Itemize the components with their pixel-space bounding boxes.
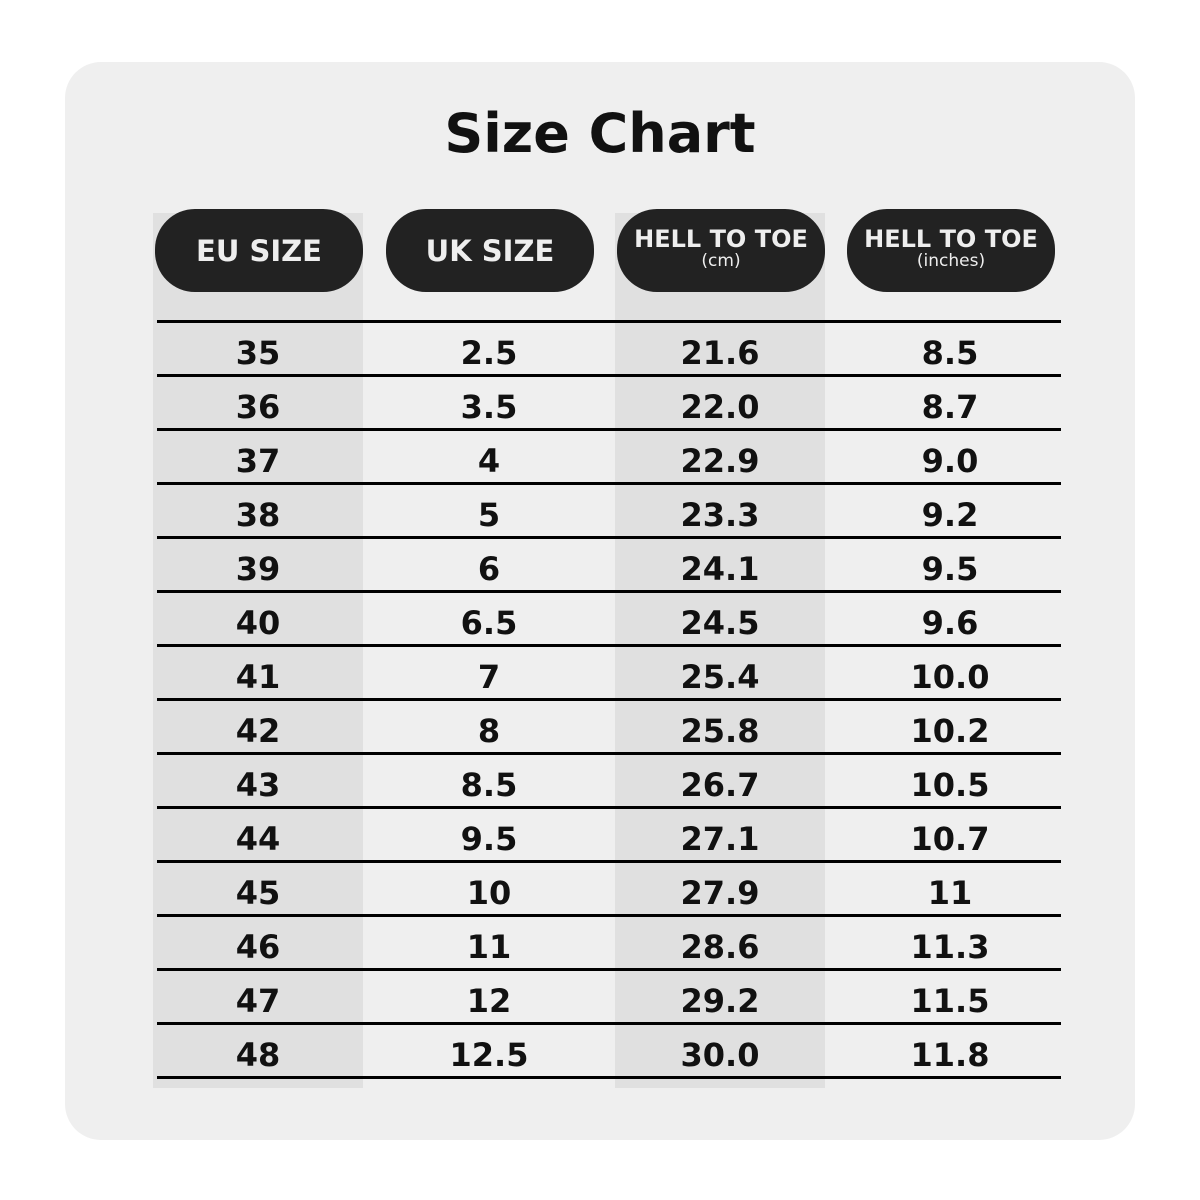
table-cell: 8: [477, 712, 501, 750]
page-title: Size Chart: [444, 102, 756, 165]
column-header-unit: (inches): [916, 250, 986, 271]
table-cell: 11: [466, 928, 512, 966]
table-cell: 3.5: [460, 388, 518, 426]
table-cell: 10: [466, 874, 512, 912]
table-cell: 48: [235, 1036, 281, 1074]
table-cell: 4: [477, 442, 501, 480]
table-cell: 10.7: [910, 820, 990, 858]
table-cell: 6: [477, 550, 501, 588]
row-divider: [157, 752, 1061, 755]
table-cell: 44: [235, 820, 281, 858]
table-cell: 10.5: [910, 766, 990, 804]
row-divider: [157, 806, 1061, 809]
table-cell: 28.6: [680, 928, 760, 966]
table-cell: 38: [235, 496, 281, 534]
table-cell: 24.1: [680, 550, 760, 588]
table-cell: 36: [235, 388, 281, 426]
table-cell: 2.5: [460, 334, 518, 372]
table-cell: 8.5: [460, 766, 518, 804]
row-divider: [157, 968, 1061, 971]
table-cell: 29.2: [680, 982, 760, 1020]
table-cell: 9.6: [921, 604, 979, 642]
column-header-label: HELL TO TOE: [864, 224, 1038, 253]
table-cell: 26.7: [680, 766, 760, 804]
column-header: HELL TO TOE (inches): [847, 209, 1055, 292]
row-divider: [157, 536, 1061, 539]
column-header-label: EU SIZE: [196, 233, 322, 268]
table-cell: 30.0: [680, 1036, 760, 1074]
row-divider: [157, 698, 1061, 701]
column-header: UK SIZE: [386, 209, 594, 292]
table-cell: 10.0: [910, 658, 990, 696]
table-cell: 42: [235, 712, 281, 750]
table-cell: 10.2: [910, 712, 990, 750]
table-cell: 8.5: [921, 334, 979, 372]
row-divider: [157, 860, 1061, 863]
table-cell: 11: [927, 874, 973, 912]
table-cell: 43: [235, 766, 281, 804]
table-cell: 39: [235, 550, 281, 588]
table-cell: 22.9: [680, 442, 760, 480]
table-cell: 11.5: [910, 982, 990, 1020]
row-divider: [157, 644, 1061, 647]
table-cell: 35: [235, 334, 281, 372]
row-divider: [157, 320, 1061, 323]
table-cell: 45: [235, 874, 281, 912]
table-cell: 5: [477, 496, 501, 534]
row-divider: [157, 1022, 1061, 1025]
column-header-unit: (cm): [701, 250, 741, 271]
table-cell: 41: [235, 658, 281, 696]
table-cell: 9.2: [921, 496, 979, 534]
column-header-label: UK SIZE: [425, 233, 555, 268]
table-cell: 25.8: [680, 712, 760, 750]
row-divider: [157, 428, 1061, 431]
table-cell: 25.4: [680, 658, 760, 696]
table-cell: 47: [235, 982, 281, 1020]
row-divider: [157, 914, 1061, 917]
table-cell: 12: [466, 982, 512, 1020]
row-divider: [157, 482, 1061, 485]
table-cell: 27.1: [680, 820, 760, 858]
table-cell: 9.5: [460, 820, 518, 858]
table-cell: 9.0: [921, 442, 979, 480]
table-cell: 8.7: [921, 388, 979, 426]
column-shade: [153, 213, 363, 1088]
table-cell: 24.5: [680, 604, 760, 642]
table-cell: 46: [235, 928, 281, 966]
row-divider: [157, 374, 1061, 377]
table-cell: 9.5: [921, 550, 979, 588]
table-cell: 11.3: [910, 928, 990, 966]
table-cell: 12.5: [449, 1036, 529, 1074]
row-divider: [157, 590, 1061, 593]
table-cell: 6.5: [460, 604, 518, 642]
row-divider: [157, 1076, 1061, 1079]
table-cell: 7: [477, 658, 501, 696]
column-shade: [615, 213, 825, 1088]
table-cell: 21.6: [680, 334, 760, 372]
table-cell: 37: [235, 442, 281, 480]
table-cell: 11.8: [910, 1036, 990, 1074]
table-cell: 40: [235, 604, 281, 642]
table-cell: 27.9: [680, 874, 760, 912]
column-header-label: HELL TO TOE: [634, 224, 808, 253]
table-cell: 23.3: [680, 496, 760, 534]
table-cell: 22.0: [680, 388, 760, 426]
column-header: EU SIZE: [155, 209, 363, 292]
column-header: HELL TO TOE (cm): [617, 209, 825, 292]
